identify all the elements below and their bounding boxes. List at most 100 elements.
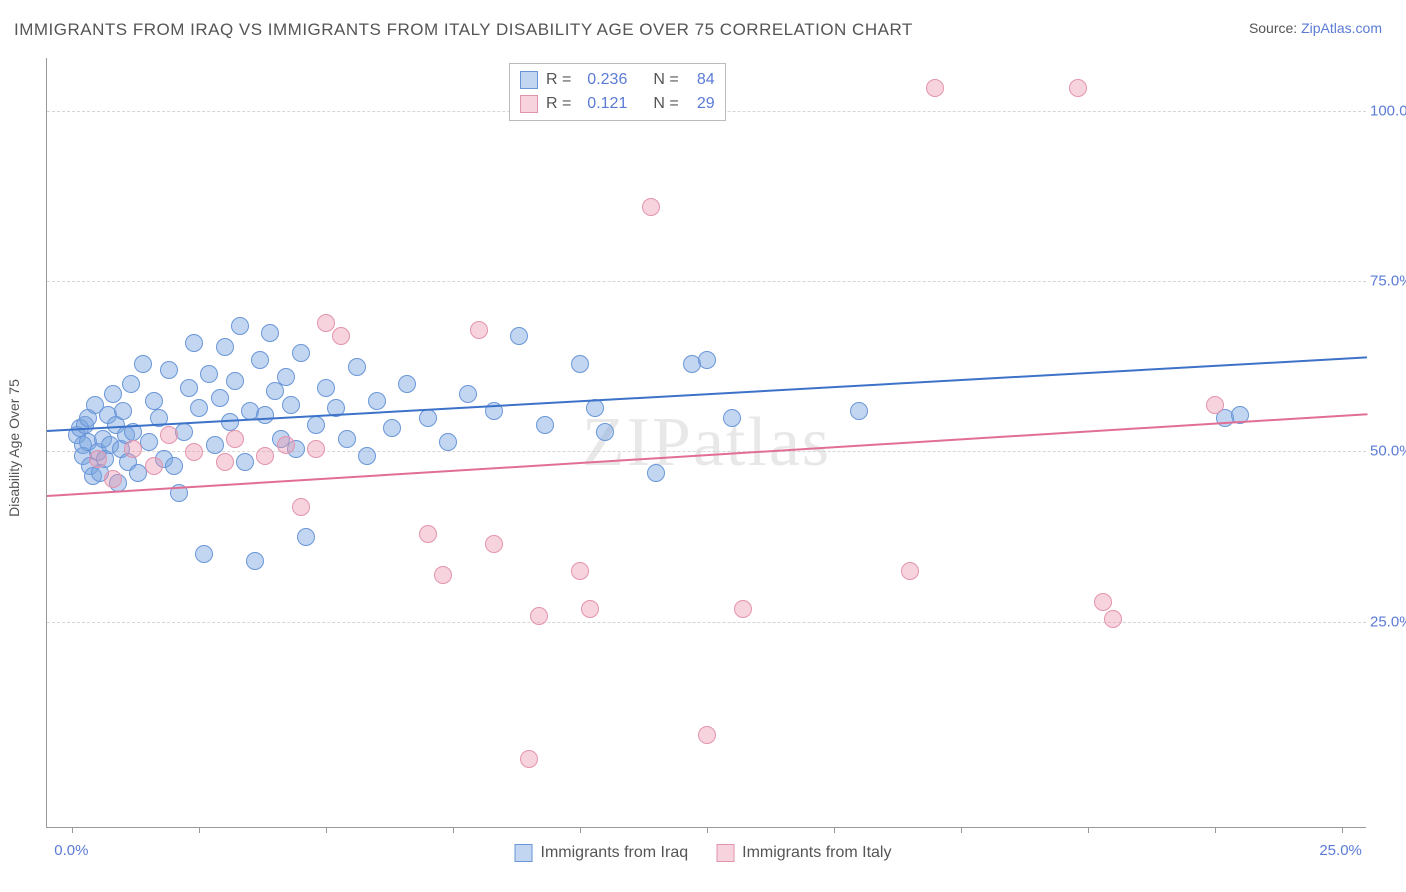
data-point-iraq [104,385,122,403]
data-point-iraq [165,457,183,475]
data-point-italy [926,79,944,97]
data-point-iraq [307,416,325,434]
data-point-italy [581,600,599,618]
data-point-iraq [180,379,198,397]
y-tick-label: 100.0% [1370,102,1406,119]
data-point-italy [89,450,107,468]
data-point-italy [216,453,234,471]
data-point-iraq [216,338,234,356]
x-tick [199,827,200,833]
data-point-italy [292,498,310,516]
grid-line [47,281,1366,282]
n-value-italy: 29 [687,92,715,116]
data-point-iraq [200,365,218,383]
n-label: N = [653,92,678,116]
data-point-iraq [211,389,229,407]
data-point-italy [185,443,203,461]
y-tick-label: 25.0% [1370,613,1406,630]
data-point-iraq [698,351,716,369]
data-point-iraq [348,358,366,376]
data-point-italy [642,198,660,216]
data-point-italy [485,535,503,553]
data-point-iraq [185,334,203,352]
data-point-italy [226,430,244,448]
scatter-plot-area: ZIPatlas 25.0%50.0%75.0%100.0%R =0.236N … [46,58,1366,828]
y-tick-label: 50.0% [1370,443,1406,460]
x-tick-label: 25.0% [1319,842,1362,859]
grid-line [47,622,1366,623]
data-point-italy [734,600,752,618]
data-point-iraq [297,528,315,546]
data-point-italy [698,726,716,744]
data-point-italy [332,327,350,345]
x-tick-label: 0.0% [54,842,88,859]
data-point-iraq [261,324,279,342]
legend-bottom: Immigrants from Iraq Immigrants from Ital… [515,844,892,862]
data-point-iraq [317,379,335,397]
data-point-iraq [358,447,376,465]
data-point-iraq [510,327,528,345]
data-point-iraq [292,344,310,362]
n-label: N = [653,68,678,92]
data-point-iraq [338,430,356,448]
data-point-italy [419,525,437,543]
y-tick-label: 75.0% [1370,272,1406,289]
r-label: R = [546,92,571,116]
x-tick [1215,827,1216,833]
y-axis-title: Disability Age Over 75 [6,379,22,517]
data-point-iraq [368,392,386,410]
data-point-iraq [536,416,554,434]
data-point-iraq [231,317,249,335]
correlation-row-italy: R = 0.121 N = 29 [520,92,715,116]
r-value-iraq: 0.236 [579,68,627,92]
legend-item-iraq: Immigrants from Iraq [515,844,689,862]
r-value-italy: 0.121 [579,92,627,116]
data-point-italy [160,426,178,444]
data-point-iraq [145,392,163,410]
data-point-iraq [398,375,416,393]
x-tick [1088,827,1089,833]
data-point-iraq [246,552,264,570]
data-point-iraq [175,423,193,441]
watermark: ZIPatlas [582,403,831,483]
correlation-legend: R =0.236N =84R =0.121N =29 [509,63,726,121]
legend-swatch-iraq [520,71,538,89]
data-point-iraq [571,355,589,373]
data-point-iraq [383,419,401,437]
x-tick [326,827,327,833]
data-point-iraq [647,464,665,482]
data-point-italy [1104,610,1122,628]
data-point-italy [256,447,274,465]
data-point-iraq [122,375,140,393]
data-point-iraq [190,399,208,417]
x-tick [707,827,708,833]
chart-title: IMMIGRANTS FROM IRAQ VS IMMIGRANTS FROM … [14,20,913,40]
data-point-italy [307,440,325,458]
legend-swatch-iraq [515,844,533,862]
data-point-iraq [419,409,437,427]
legend-label-iraq: Immigrants from Iraq [541,844,689,862]
data-point-italy [1069,79,1087,97]
x-tick [580,827,581,833]
data-point-italy [520,750,538,768]
data-point-italy [104,470,122,488]
data-point-italy [470,321,488,339]
data-point-italy [571,562,589,580]
x-tick [834,827,835,833]
data-point-italy [145,457,163,475]
x-tick [1342,827,1343,833]
data-point-iraq [160,361,178,379]
source-link[interactable]: ZipAtlas.com [1301,20,1382,36]
data-point-iraq [850,402,868,420]
data-point-italy [1206,396,1224,414]
legend-item-italy: Immigrants from Italy [716,844,891,862]
data-point-iraq [236,453,254,471]
data-point-italy [434,566,452,584]
data-point-iraq [439,433,457,451]
x-tick [961,827,962,833]
data-point-iraq [134,355,152,373]
legend-swatch-italy [520,95,538,113]
data-point-iraq [206,436,224,454]
x-tick [453,827,454,833]
data-point-italy [124,440,142,458]
